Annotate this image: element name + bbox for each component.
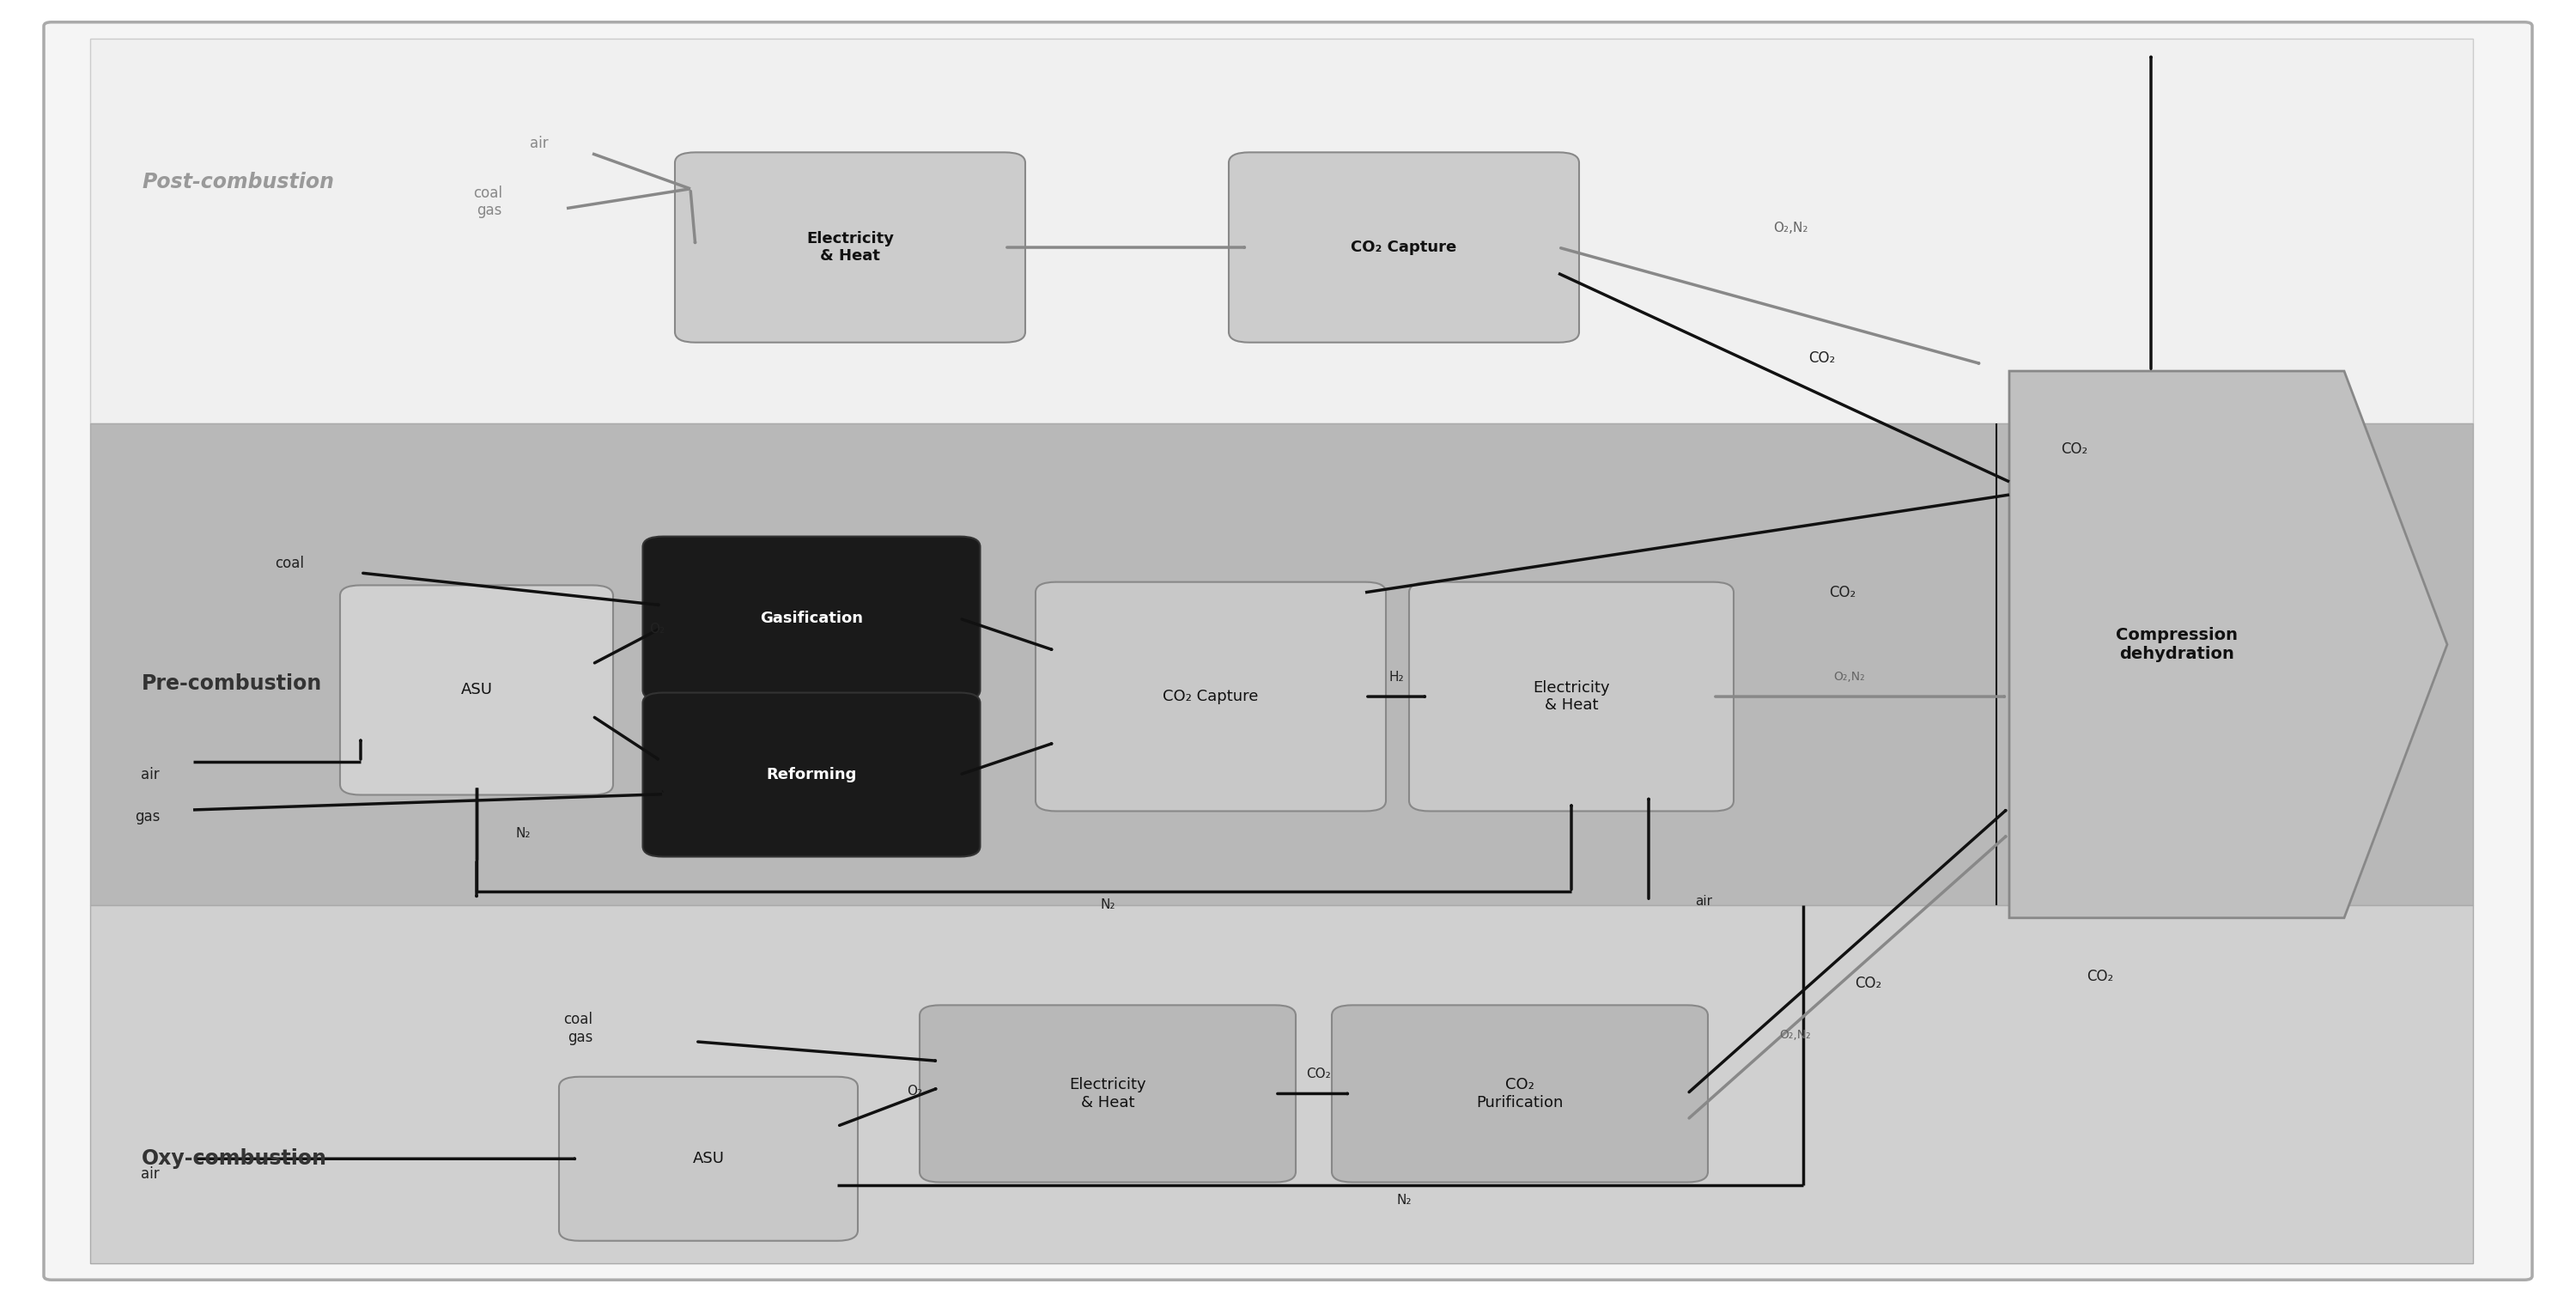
Text: O₂,N₂: O₂,N₂ (1772, 221, 1808, 234)
Text: coal
gas: coal gas (474, 185, 502, 219)
Text: CO₂: CO₂ (1829, 585, 1855, 600)
Text: H₂: H₂ (1388, 671, 1404, 684)
Text: Oxy-combustion: Oxy-combustion (142, 1148, 327, 1169)
Text: Compression
dehydration: Compression dehydration (2115, 626, 2239, 663)
FancyBboxPatch shape (559, 1077, 858, 1241)
Text: air: air (142, 767, 160, 783)
Text: O₂,N₂: O₂,N₂ (1834, 671, 1865, 684)
Text: O₂: O₂ (907, 1085, 922, 1098)
Text: O₂,N₂: O₂,N₂ (1780, 1029, 1811, 1042)
Text: CO₂ Capture: CO₂ Capture (1350, 240, 1458, 255)
FancyBboxPatch shape (340, 586, 613, 794)
Text: coal: coal (276, 556, 304, 572)
Text: coal
gas: coal gas (564, 1012, 592, 1046)
Text: CO₂: CO₂ (1306, 1068, 1332, 1081)
FancyBboxPatch shape (644, 693, 979, 857)
Text: Reforming: Reforming (765, 767, 858, 783)
Text: N₂: N₂ (1100, 898, 1115, 911)
Text: CO₂
Purification: CO₂ Purification (1476, 1077, 1564, 1111)
FancyBboxPatch shape (1036, 582, 1386, 811)
FancyBboxPatch shape (1332, 1005, 1708, 1182)
Text: N₂: N₂ (1396, 1194, 1412, 1207)
Text: O₂: O₂ (649, 622, 665, 635)
Text: CO₂: CO₂ (2061, 441, 2087, 457)
Bar (90, 423, 2473, 905)
Text: gas: gas (134, 809, 160, 824)
FancyBboxPatch shape (1409, 582, 1734, 811)
Text: ASU: ASU (693, 1151, 724, 1167)
Text: Pre-combustion: Pre-combustion (142, 673, 322, 694)
Text: CO₂: CO₂ (2087, 969, 2112, 984)
Text: air: air (142, 1167, 160, 1182)
Polygon shape (2009, 371, 2447, 918)
Bar (90, 39, 2473, 423)
Text: Post-combustion: Post-combustion (142, 172, 335, 193)
Text: air: air (531, 135, 549, 151)
Text: Electricity
& Heat: Electricity & Heat (1533, 680, 1610, 713)
Text: Electricity
& Heat: Electricity & Heat (806, 230, 894, 264)
Text: Electricity
& Heat: Electricity & Heat (1069, 1077, 1146, 1111)
FancyBboxPatch shape (44, 22, 2532, 1280)
Text: N₂: N₂ (515, 827, 531, 840)
FancyBboxPatch shape (920, 1005, 1296, 1182)
Text: CO₂: CO₂ (1808, 350, 1834, 366)
FancyBboxPatch shape (675, 152, 1025, 342)
Text: CO₂: CO₂ (1855, 975, 1880, 991)
FancyBboxPatch shape (644, 536, 979, 700)
Text: ASU: ASU (461, 682, 492, 698)
Text: CO₂ Capture: CO₂ Capture (1162, 689, 1260, 704)
Text: air: air (1695, 894, 1713, 907)
Text: Gasification: Gasification (760, 611, 863, 626)
FancyBboxPatch shape (1229, 152, 1579, 342)
Bar (90, 905, 2473, 1263)
